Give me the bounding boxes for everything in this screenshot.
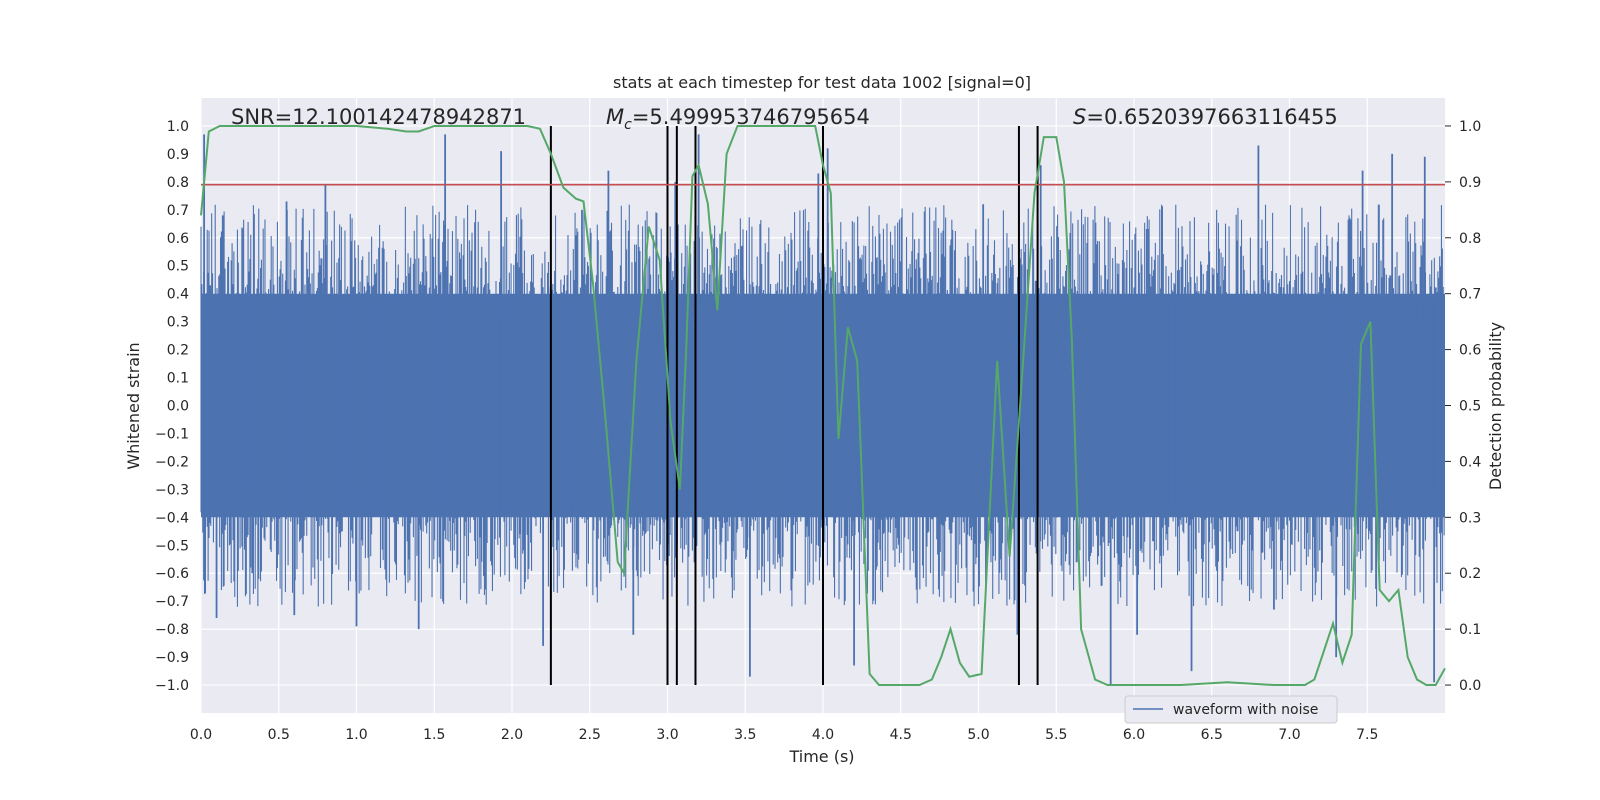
y-right-tick-label-6: 0.4 <box>1459 454 1481 470</box>
s-annotation: S=0.6520397663116455 <box>1073 105 1338 129</box>
y-left-tick-label-9: 0.1 <box>167 371 189 387</box>
y-left-tick-label-1: 0.9 <box>167 147 189 163</box>
y-right-tick-label-7: 0.3 <box>1459 510 1481 526</box>
x-tick-label-9: 4.5 <box>890 727 912 743</box>
y-right-tick-label-3: 0.7 <box>1459 287 1481 303</box>
y-right-tick-label-10: 0.0 <box>1459 678 1481 694</box>
y-left-tick-label-15: −0.5 <box>155 538 189 554</box>
y-left-tick-label-11: −0.1 <box>155 426 189 442</box>
x-tick-label-3: 1.5 <box>423 727 445 743</box>
y-left-tick-label-18: −0.8 <box>155 622 189 638</box>
y-right-axis-label: Detection probability <box>1486 322 1505 490</box>
x-axis-label: Time (s) <box>788 747 854 766</box>
waveform-series <box>200 134 1445 686</box>
x-tick-label-10: 5.0 <box>967 727 989 743</box>
y-left-tick-label-3: 0.7 <box>167 203 189 219</box>
y-left-tick-label-16: −0.6 <box>155 566 189 582</box>
y-right-tick-label-4: 0.6 <box>1459 343 1481 359</box>
y-left-tick-label-7: 0.3 <box>167 315 189 331</box>
y-right-tick-label-2: 0.8 <box>1459 231 1481 247</box>
x-tick-label-4: 2.0 <box>501 727 523 743</box>
x-tick-label-6: 3.0 <box>656 727 678 743</box>
y-left-tick-label-6: 0.4 <box>167 287 189 303</box>
x-tick-label-11: 5.5 <box>1045 727 1067 743</box>
x-tick-label-5: 2.5 <box>579 727 601 743</box>
y-left-tick-label-10: 0.0 <box>167 399 189 415</box>
y-right-tick-label-1: 0.9 <box>1459 175 1481 191</box>
x-tick-label-14: 7.0 <box>1278 727 1300 743</box>
y-left-tick-label-20: −1.0 <box>155 678 189 694</box>
x-tick-labels: 0.0 0.5 1.0 1.5 2.0 2.5 3.0 3.5 4.0 4.5 5.0 5.5 6.0 6… <box>190 727 1379 743</box>
y-left-tick-label-0: 1.0 <box>167 119 189 135</box>
y-left-axis-label: Whitened strain <box>124 342 143 469</box>
y-left-tick-labels: 1.0 0.9 0.8 0.7 0.6 0.5 0.4 0.3 0.2 0.1 0.0 −0.1 −0.… <box>155 119 189 694</box>
y-left-tick-label-13: −0.3 <box>155 482 189 498</box>
legend-label: waveform with noise <box>1173 702 1318 718</box>
x-tick-label-15: 7.5 <box>1356 727 1378 743</box>
y-left-tick-label-17: −0.7 <box>155 594 189 610</box>
y-right-tick-label-9: 0.1 <box>1459 622 1481 638</box>
y-left-tick-label-2: 0.8 <box>167 175 189 191</box>
y-left-tick-label-5: 0.5 <box>167 259 189 275</box>
y-right-tick-labels: 1.0 0.9 0.8 0.7 0.6 0.5 0.4 0.3 0.2 0.1 0.0 <box>1445 119 1481 694</box>
snr-annotation: SNR=12.100142478942871 <box>231 105 526 129</box>
probability-line <box>200 125 1446 686</box>
legend-box <box>1124 695 1338 724</box>
x-tick-label-2: 1.0 <box>345 727 367 743</box>
y-left-tick-label-12: −0.2 <box>155 454 189 470</box>
chirp-mass-symbol: M <box>606 105 624 129</box>
event-lines <box>549 125 1039 686</box>
chirp-mass-value: =5.499953746795654 <box>632 105 870 129</box>
legend: waveform with noise <box>1124 695 1338 724</box>
x-tick-label-0: 0.0 <box>190 727 212 743</box>
y-right-tick-label-8: 0.2 <box>1459 566 1481 582</box>
chirp-mass-annotation: Mc=5.499953746795654 <box>606 105 870 133</box>
s-value: =0.6520397663116455 <box>1086 105 1337 129</box>
y-left-tick-label-14: −0.4 <box>155 510 189 526</box>
x-tick-label-13: 6.5 <box>1201 727 1223 743</box>
chirp-mass-subscript: c <box>624 117 632 133</box>
s-symbol: S <box>1073 105 1086 129</box>
x-tick-label-8: 4.0 <box>812 727 834 743</box>
x-tick-label-12: 6.0 <box>1123 727 1145 743</box>
y-left-tick-label-19: −0.9 <box>155 650 189 666</box>
chart-title: stats at each timestep for test data 100… <box>613 73 1031 92</box>
x-tick-label-7: 3.5 <box>734 727 756 743</box>
x-tick-label-1: 0.5 <box>268 727 290 743</box>
y-right-tick-label-0: 1.0 <box>1459 119 1481 135</box>
y-left-tick-label-8: 0.2 <box>167 343 189 359</box>
y-left-tick-label-4: 0.6 <box>167 231 189 247</box>
y-right-tick-label-5: 0.5 <box>1459 399 1481 415</box>
